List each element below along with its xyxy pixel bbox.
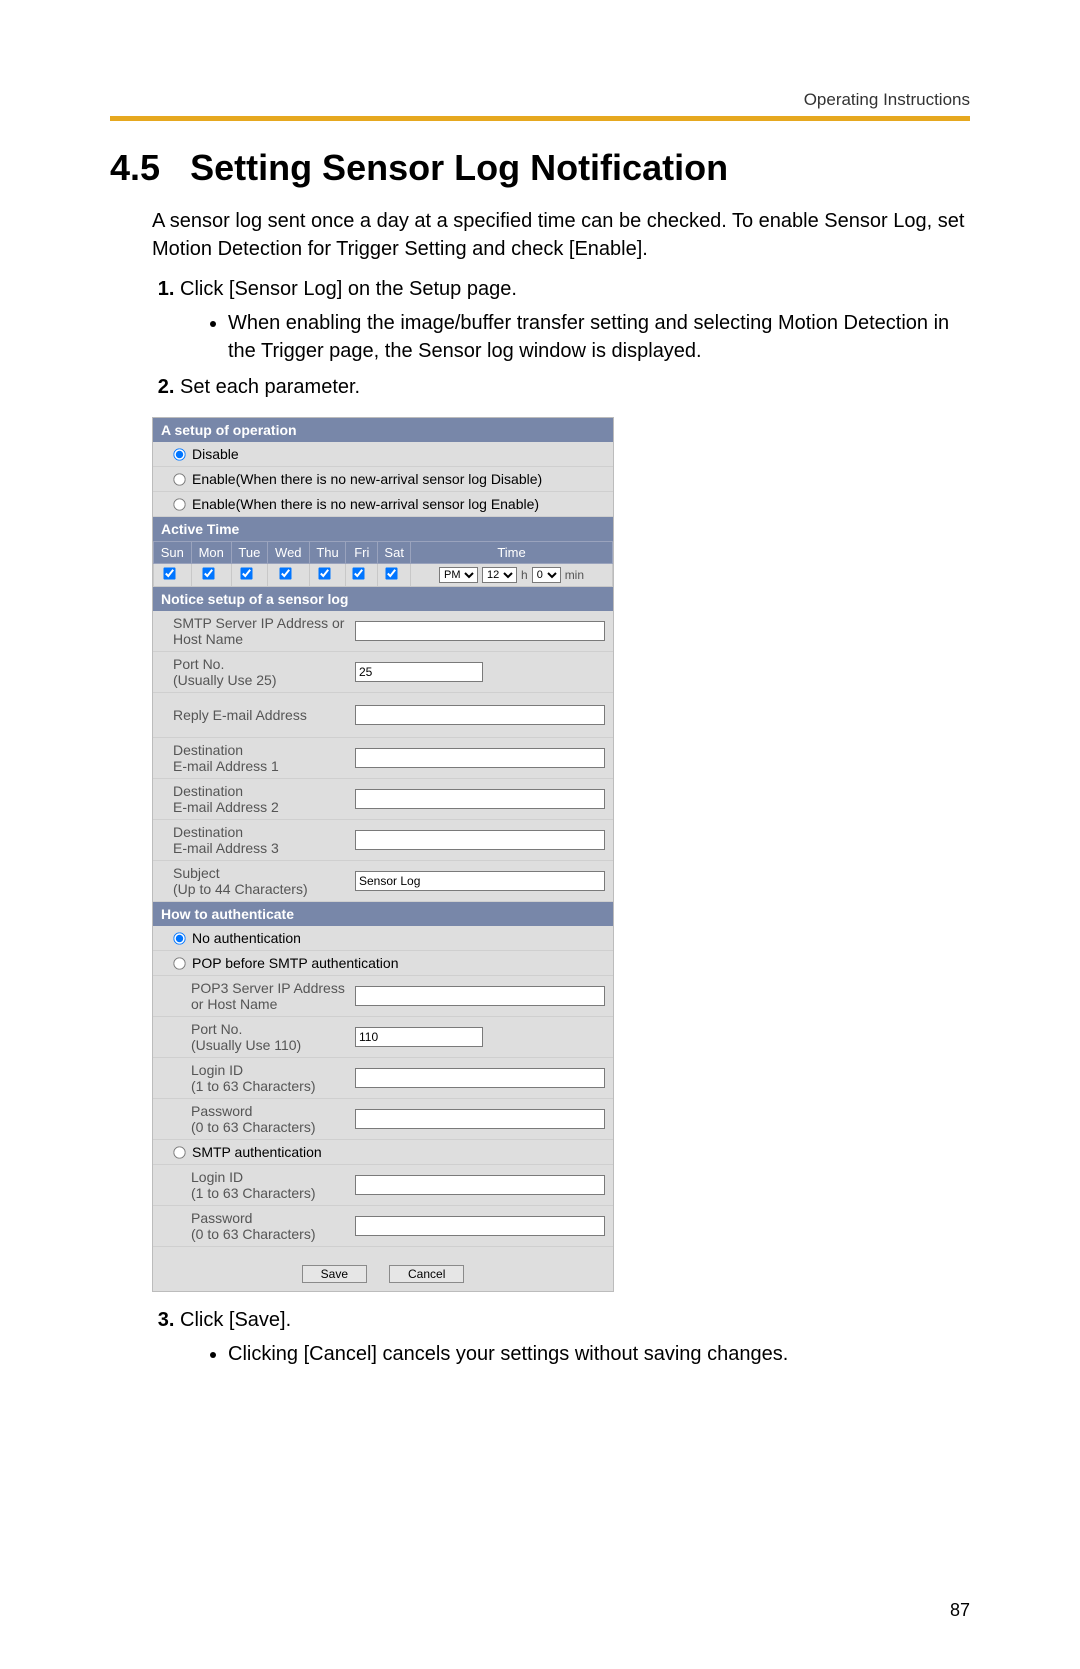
smtp-ip-label: SMTP Server IP Address or Host Name [173, 615, 355, 647]
day-header-sun: Sun [154, 542, 192, 564]
smtp-password-input[interactable] [355, 1216, 605, 1236]
section-heading: Setting Sensor Log Notification [190, 147, 728, 188]
header-label: Operating Instructions [110, 90, 970, 110]
step-3-sub: Clicking [Cancel] cancels your settings … [228, 1340, 970, 1368]
radio-auth-smtp[interactable] [173, 1146, 185, 1158]
day-header-time: Time [411, 542, 613, 564]
pop3-port-label: Port No. (Usually Use 110) [191, 1021, 355, 1053]
select-ampm[interactable]: PM [439, 567, 478, 583]
page-number: 87 [950, 1600, 970, 1621]
smtp-port-input[interactable] [355, 662, 483, 682]
hour-label: h [521, 568, 528, 582]
check-tue[interactable] [240, 567, 252, 579]
radio-disable[interactable] [173, 448, 185, 460]
step-1: Click [Sensor Log] on the Setup page. Wh… [180, 275, 970, 365]
radio-enable-disable-label: Enable(When there is no new-arrival sens… [192, 471, 542, 487]
step-1-sub: When enabling the image/buffer transfer … [228, 309, 970, 365]
radio-auth-none[interactable] [173, 932, 185, 944]
subject-input[interactable] [355, 871, 605, 891]
operation-option-enable-when-no-log-enable[interactable]: Enable(When there is no new-arrival sens… [153, 492, 613, 517]
dest-email2-label: Destination E-mail Address 2 [173, 783, 355, 815]
button-bar: Save Cancel [153, 1257, 613, 1291]
select-hour[interactable]: 12 [482, 567, 517, 583]
cancel-button[interactable]: Cancel [389, 1265, 464, 1283]
check-sun[interactable] [163, 567, 175, 579]
dest-email3-label: Destination E-mail Address 3 [173, 824, 355, 856]
pop3-password-label: Password (0 to 63 Characters) [191, 1103, 355, 1135]
minute-label: min [565, 568, 584, 582]
day-header-sat: Sat [378, 542, 411, 564]
dest-email3-input[interactable] [355, 830, 605, 850]
pop3-ip-input[interactable] [355, 986, 605, 1006]
section-title: 4.5 Setting Sensor Log Notification [110, 147, 970, 189]
select-minute[interactable]: 0 [532, 567, 561, 583]
day-header-wed: Wed [267, 542, 309, 564]
step-2-text: Set each parameter. [180, 376, 360, 398]
smtp-password-label: Password (0 to 63 Characters) [191, 1210, 355, 1242]
reply-email-label: Reply E-mail Address [173, 707, 355, 723]
accent-bar [110, 116, 970, 121]
pop3-login-label: Login ID (1 to 63 Characters) [191, 1062, 355, 1094]
pop3-login-input[interactable] [355, 1068, 605, 1088]
auth-none-row[interactable]: No authentication [153, 926, 613, 951]
radio-disable-label: Disable [192, 446, 239, 462]
day-header-thu: Thu [309, 542, 346, 564]
day-header-fri: Fri [346, 542, 378, 564]
auth-smtp-label: SMTP authentication [192, 1144, 322, 1160]
dest-email1-label: Destination E-mail Address 1 [173, 742, 355, 774]
time-picker: PM 12 h 0 min [413, 567, 610, 583]
notice-setup-header: Notice setup of a sensor log [153, 587, 613, 611]
auth-pop-label: POP before SMTP authentication [192, 955, 399, 971]
reply-email-input[interactable] [355, 705, 605, 725]
active-time-header: Active Time [153, 517, 613, 541]
check-thu[interactable] [318, 567, 330, 579]
subject-label: Subject (Up to 44 Characters) [173, 865, 355, 897]
auth-none-label: No authentication [192, 930, 301, 946]
check-wed[interactable] [279, 567, 291, 579]
auth-pop-row[interactable]: POP before SMTP authentication [153, 951, 613, 976]
active-time-table: Sun Mon Tue Wed Thu Fri Sat Time PM [153, 541, 613, 587]
operation-option-enable-when-no-log-disable[interactable]: Enable(When there is no new-arrival sens… [153, 467, 613, 492]
check-sat[interactable] [385, 567, 397, 579]
dest-email2-input[interactable] [355, 789, 605, 809]
intro-paragraph: A sensor log sent once a day at a specif… [152, 207, 970, 263]
smtp-port-label: Port No. (Usually Use 25) [173, 656, 355, 688]
radio-enable-enable[interactable] [173, 498, 185, 510]
sensor-log-settings-panel: A setup of operation Disable Enable(When… [152, 417, 614, 1292]
step-3: Click [Save]. Clicking [Cancel] cancels … [180, 1306, 970, 1368]
radio-enable-disable[interactable] [173, 473, 185, 485]
step-1-text: Click [Sensor Log] on the Setup page. [180, 278, 517, 300]
smtp-ip-input[interactable] [355, 621, 605, 641]
section-number: 4.5 [110, 147, 160, 188]
authenticate-header: How to authenticate [153, 902, 613, 926]
auth-smtp-row[interactable]: SMTP authentication [153, 1140, 613, 1165]
pop3-port-input[interactable] [355, 1027, 483, 1047]
check-fri[interactable] [353, 567, 365, 579]
pop3-password-input[interactable] [355, 1109, 605, 1129]
dest-email1-input[interactable] [355, 748, 605, 768]
pop3-ip-label: POP3 Server IP Address or Host Name [191, 980, 355, 1012]
check-mon[interactable] [202, 567, 214, 579]
day-header-tue: Tue [231, 542, 267, 564]
step-3-text: Click [Save]. [180, 1309, 291, 1331]
operation-option-disable[interactable]: Disable [153, 442, 613, 467]
day-header-mon: Mon [191, 542, 231, 564]
step-2: Set each parameter. [180, 373, 970, 401]
radio-auth-pop[interactable] [173, 957, 185, 969]
smtp-login-label: Login ID (1 to 63 Characters) [191, 1169, 355, 1201]
save-button[interactable]: Save [302, 1265, 367, 1283]
radio-enable-enable-label: Enable(When there is no new-arrival sens… [192, 496, 539, 512]
operation-setup-header: A setup of operation [153, 418, 613, 442]
smtp-login-input[interactable] [355, 1175, 605, 1195]
